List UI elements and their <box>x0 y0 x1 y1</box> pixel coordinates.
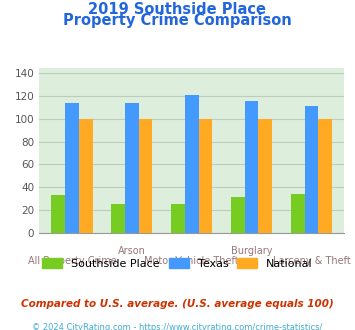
Legend: Southside Place, Texas, National: Southside Place, Texas, National <box>38 253 317 273</box>
Bar <box>79 119 93 233</box>
Text: 2019 Southside Place: 2019 Southside Place <box>88 2 267 16</box>
Bar <box>291 194 305 233</box>
Text: © 2024 CityRating.com - https://www.cityrating.com/crime-statistics/: © 2024 CityRating.com - https://www.city… <box>32 323 323 330</box>
Bar <box>65 103 79 233</box>
Bar <box>171 204 185 233</box>
Bar <box>198 119 212 233</box>
Bar <box>185 95 198 233</box>
Text: Larceny & Theft: Larceny & Theft <box>273 256 350 266</box>
Bar <box>139 119 153 233</box>
Bar <box>245 101 258 233</box>
Bar <box>111 204 125 233</box>
Text: Motor Vehicle Theft: Motor Vehicle Theft <box>144 256 239 266</box>
Text: Arson: Arson <box>118 246 146 256</box>
Text: Compared to U.S. average. (U.S. average equals 100): Compared to U.S. average. (U.S. average … <box>21 299 334 309</box>
Bar <box>258 119 272 233</box>
Text: Burglary: Burglary <box>231 246 272 256</box>
Text: All Property Crime: All Property Crime <box>28 256 116 266</box>
Bar <box>51 195 65 233</box>
Bar <box>318 119 332 233</box>
Bar <box>231 197 245 233</box>
Bar <box>305 106 318 233</box>
Bar <box>125 103 139 233</box>
Text: Property Crime Comparison: Property Crime Comparison <box>63 13 292 28</box>
